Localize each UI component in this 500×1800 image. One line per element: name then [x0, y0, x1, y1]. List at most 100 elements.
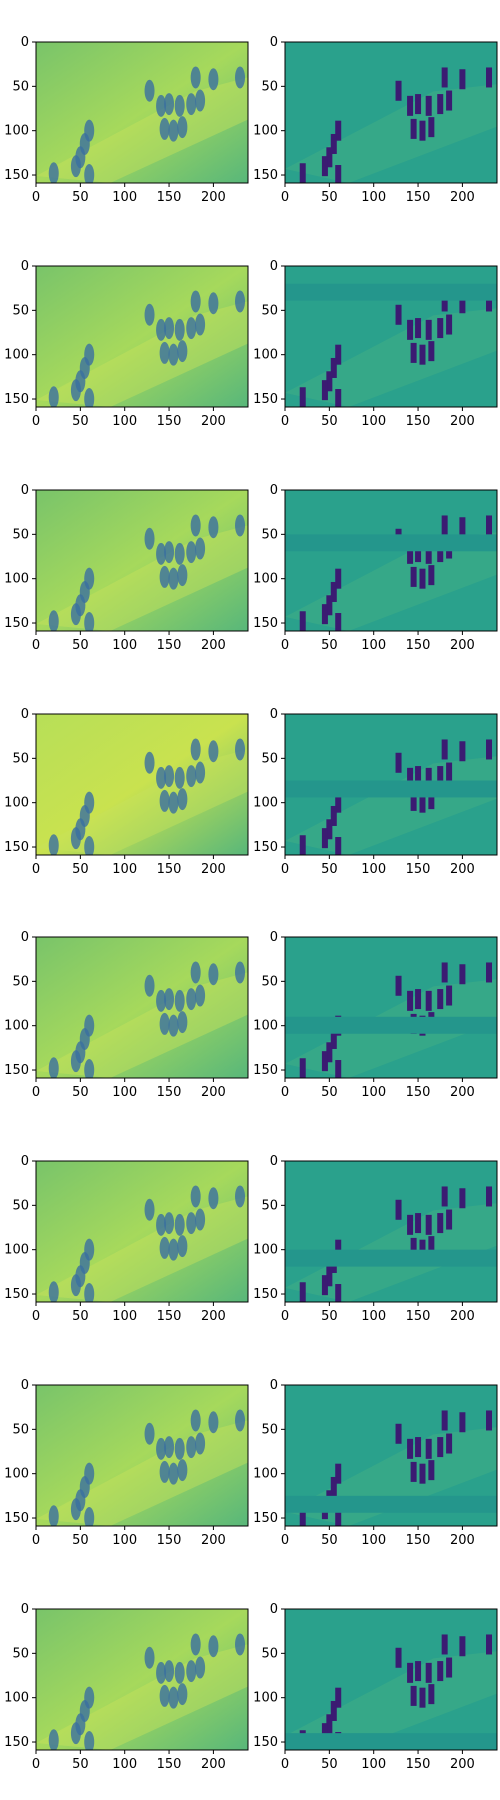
- x-tick-label: 200: [201, 638, 226, 653]
- panel-r8-c1: 0 50 100 150 200 0 50 100 150: [4, 1602, 249, 1772]
- x-tick-label: 150: [157, 638, 182, 653]
- x-tick-label: 50: [321, 862, 338, 877]
- y-tick-label: 150: [4, 1287, 29, 1302]
- panel-image: [36, 1161, 248, 1302]
- x-tick-label: 0: [281, 414, 289, 429]
- panel-r1-c1: 0 50 100 150 200 0 50 100 150: [4, 35, 249, 205]
- y-tick-label: 50: [261, 974, 278, 989]
- y-tick-label: 150: [4, 168, 29, 183]
- y-tick-label: 100: [4, 1467, 29, 1482]
- y-tick-label: 0: [21, 707, 29, 722]
- masked-band: [285, 780, 497, 798]
- panel-image: [285, 1385, 497, 1526]
- y-tick-label: 50: [12, 303, 29, 318]
- x-tick-label: 50: [321, 1085, 338, 1100]
- x-tick-label: 100: [361, 1757, 386, 1772]
- masked-band: [285, 1733, 497, 1750]
- x-tick-label: 0: [32, 1085, 40, 1100]
- x-tick-label: 0: [32, 862, 40, 877]
- x-tick-label: 200: [201, 190, 226, 205]
- panel-image: [36, 714, 248, 855]
- x-tick-label: 200: [450, 638, 475, 653]
- panel-r7-c2: 0 50 100 150 200 0 50 100 150: [253, 1378, 498, 1548]
- panel-image: [285, 937, 497, 1078]
- y-tick-label: 50: [261, 303, 278, 318]
- panel-image: [36, 1609, 248, 1750]
- y-tick-label: 150: [253, 392, 278, 407]
- y-tick-label: 0: [21, 1154, 29, 1169]
- x-tick-label: 100: [361, 190, 386, 205]
- y-tick-label: 150: [253, 1287, 278, 1302]
- x-tick-label: 0: [281, 638, 289, 653]
- y-tick-label: 100: [4, 348, 29, 363]
- y-tick-label: 150: [253, 616, 278, 631]
- x-tick-label: 150: [157, 862, 182, 877]
- y-tick-label: 0: [21, 259, 29, 274]
- y-tick-label: 150: [253, 1063, 278, 1078]
- y-tick-label: 150: [253, 1735, 278, 1750]
- x-tick-label: 150: [157, 414, 182, 429]
- y-tick-label: 0: [21, 930, 29, 945]
- y-tick-label: 0: [270, 1154, 278, 1169]
- y-tick-label: 100: [4, 124, 29, 139]
- x-tick-label: 100: [361, 414, 386, 429]
- panel-image: [285, 42, 497, 183]
- y-tick-label: 0: [270, 707, 278, 722]
- x-tick-label: 200: [201, 1757, 226, 1772]
- x-tick-label: 100: [112, 1085, 137, 1100]
- y-tick-label: 0: [270, 1378, 278, 1393]
- y-tick-label: 100: [253, 1243, 278, 1258]
- y-tick-label: 0: [21, 1602, 29, 1617]
- y-tick-label: 50: [261, 1198, 278, 1213]
- panel-r2-c2: 0 50 100 150 200 0 50 100 150: [253, 259, 498, 429]
- x-tick-label: 100: [112, 1533, 137, 1548]
- panel-image: [36, 490, 248, 631]
- x-tick-label: 100: [361, 1309, 386, 1324]
- panel-image: [36, 266, 248, 407]
- panel-r7-c1: 0 50 100 150 200 0 50 100 150: [4, 1378, 249, 1548]
- y-tick-label: 50: [12, 1646, 29, 1661]
- y-tick-label: 50: [261, 1646, 278, 1661]
- x-tick-label: 0: [32, 1533, 40, 1548]
- y-tick-label: 50: [261, 79, 278, 94]
- panel-image: [36, 937, 248, 1078]
- x-tick-label: 200: [201, 414, 226, 429]
- x-tick-label: 200: [450, 414, 475, 429]
- y-tick-label: 0: [270, 35, 278, 50]
- panel-r5-c1: 0 50 100 150 200 0 50 100 150: [4, 930, 249, 1100]
- y-tick-label: 0: [270, 483, 278, 498]
- panel-image: [36, 42, 248, 183]
- y-tick-label: 50: [261, 527, 278, 542]
- y-tick-label: 0: [270, 259, 278, 274]
- y-tick-label: 50: [261, 751, 278, 766]
- x-tick-label: 200: [201, 1085, 226, 1100]
- y-tick-label: 100: [4, 796, 29, 811]
- x-tick-label: 100: [361, 862, 386, 877]
- y-tick-label: 100: [4, 1691, 29, 1706]
- masked-band: [285, 1495, 497, 1513]
- y-tick-label: 0: [21, 1378, 29, 1393]
- y-tick-label: 50: [12, 79, 29, 94]
- y-tick-label: 150: [253, 168, 278, 183]
- panel-r8-c2: 0 50 100 150 200 0 50 100 150: [253, 1602, 498, 1772]
- panel-image: [36, 1385, 248, 1526]
- y-tick-label: 50: [12, 751, 29, 766]
- y-tick-label: 150: [4, 392, 29, 407]
- x-tick-label: 150: [157, 1309, 182, 1324]
- x-tick-label: 200: [450, 862, 475, 877]
- x-tick-label: 50: [321, 414, 338, 429]
- y-tick-label: 100: [4, 1019, 29, 1034]
- x-tick-label: 0: [281, 190, 289, 205]
- x-tick-label: 0: [32, 1309, 40, 1324]
- x-tick-label: 0: [281, 1533, 289, 1548]
- panel-r3-c1: 0 50 100 150 200 0 50 100 150: [4, 483, 249, 653]
- x-tick-label: 50: [321, 190, 338, 205]
- y-tick-label: 100: [253, 1691, 278, 1706]
- x-tick-label: 150: [406, 862, 431, 877]
- y-tick-label: 150: [4, 1735, 29, 1750]
- masked-band: [285, 283, 497, 301]
- x-tick-label: 0: [281, 862, 289, 877]
- x-tick-label: 100: [112, 414, 137, 429]
- x-tick-label: 0: [32, 638, 40, 653]
